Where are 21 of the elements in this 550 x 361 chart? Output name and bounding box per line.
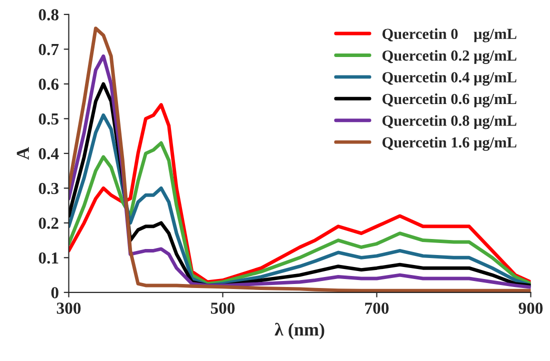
legend-label: Quercetin 0.6 μg/mL bbox=[382, 93, 516, 108]
y-tick-label: 0.8 bbox=[38, 9, 58, 20]
legend-label: Quercetin 0 μg/mL bbox=[382, 28, 516, 42]
x-tick-label: 500 bbox=[210, 302, 235, 314]
x-tick-label: 900 bbox=[518, 302, 543, 314]
y-tick-label: 0.4 bbox=[38, 148, 59, 160]
legend-label: Quercetin 0.2 μg/mL bbox=[382, 50, 516, 64]
y-tick-label: 0.7 bbox=[38, 44, 59, 56]
x-axis-title: λ (nm) bbox=[274, 322, 324, 340]
x-tick-label: 300 bbox=[56, 302, 81, 314]
legend-label: Quercetin 0.8 μg/mL bbox=[382, 115, 516, 130]
y-tick-label: 0 bbox=[51, 287, 58, 298]
legend-label: Quercetin 1.6 μg/mL bbox=[382, 136, 516, 151]
x-tick-label: 700 bbox=[365, 302, 389, 314]
y-tick-label: 0.3 bbox=[38, 182, 58, 194]
y-axis-title: A bbox=[16, 147, 29, 160]
y-tick-label: 0.6 bbox=[38, 78, 59, 90]
legend-label: Quercetin 0.4 μg/mL bbox=[382, 72, 516, 86]
y-tick-label: 0.1 bbox=[38, 252, 58, 264]
y-tick-label: 0.5 bbox=[38, 113, 58, 125]
y-tick-label: 0.2 bbox=[38, 218, 58, 229]
